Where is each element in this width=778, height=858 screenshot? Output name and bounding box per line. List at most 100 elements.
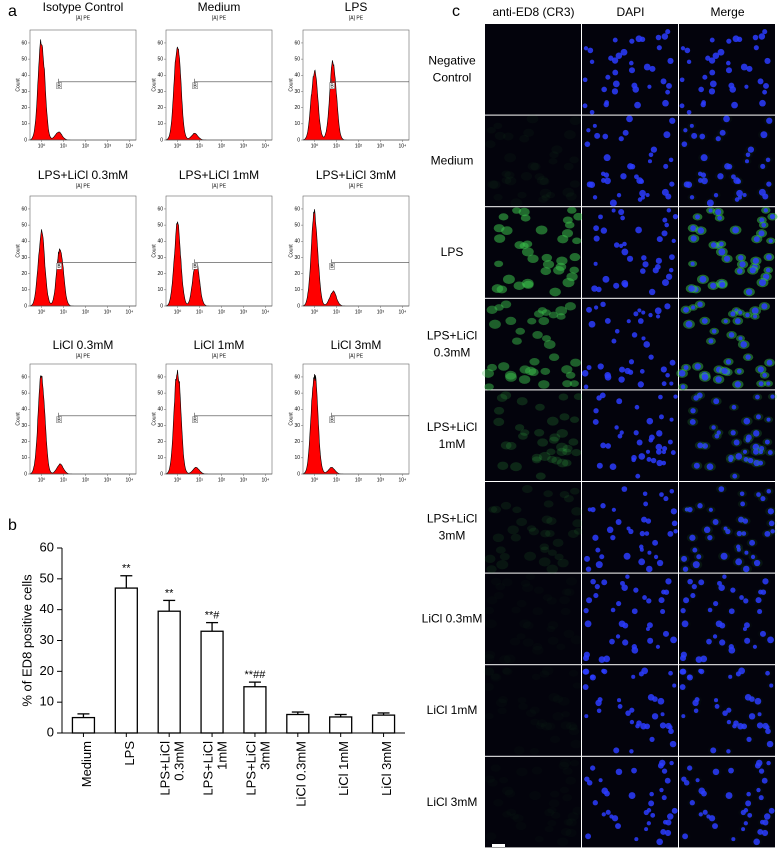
cell-ed8	[489, 319, 501, 329]
x-tick-label: LPS+LiCl	[158, 741, 173, 796]
cell-ed8	[498, 213, 509, 221]
nucleus	[663, 496, 669, 502]
nucleus	[667, 530, 674, 537]
nucleus	[710, 282, 717, 289]
nucleus	[648, 288, 656, 296]
cell-ed8	[546, 191, 556, 199]
nucleus	[755, 394, 760, 400]
cell-ed8	[569, 253, 581, 262]
nucleus	[713, 398, 720, 405]
nucleus	[661, 33, 669, 40]
flow-title: LiCl 3mM	[331, 338, 382, 352]
nucleus	[662, 445, 668, 452]
nucleus	[664, 777, 671, 784]
nucleus	[595, 699, 602, 707]
cell-ed8	[543, 500, 554, 508]
nucleus	[767, 508, 774, 515]
gate-box	[329, 82, 335, 89]
image-background	[485, 756, 581, 848]
nucleus	[620, 173, 627, 180]
panel-label: a	[8, 3, 17, 20]
nucleus	[720, 552, 728, 560]
x-tick-label: 10³	[240, 309, 248, 315]
micrograph	[485, 756, 583, 848]
nucleus	[669, 254, 675, 260]
nucleus	[650, 146, 658, 153]
nucleus	[703, 526, 711, 534]
y-tick-label: 50	[21, 56, 27, 62]
nucleus	[611, 815, 619, 822]
nucleus	[753, 459, 760, 467]
nucleus	[614, 425, 619, 430]
row-label: LiCl 3mM	[427, 795, 478, 809]
nucleus	[660, 78, 667, 85]
x-tick-label: 10¹	[333, 477, 341, 483]
y-tick-label: 0	[160, 137, 163, 143]
cell-ed8	[572, 807, 583, 815]
nucleus	[756, 414, 761, 420]
cell-ed8	[516, 397, 528, 406]
nucleus	[747, 812, 753, 818]
nucleus	[689, 123, 694, 128]
nucleus	[707, 534, 713, 541]
y-tick-label: 0	[47, 724, 54, 739]
nucleus	[594, 584, 600, 590]
x-tick-label: 10¹	[60, 143, 68, 149]
flow-y-label: Count	[15, 412, 21, 426]
cell-ed8	[549, 151, 559, 159]
nucleus	[656, 448, 662, 455]
nucleus	[600, 442, 607, 449]
nucleus	[599, 554, 605, 560]
y-tick-label: 0	[297, 303, 300, 309]
nucleus	[694, 363, 701, 370]
nucleus	[708, 338, 714, 344]
column-header: Merge	[710, 5, 744, 19]
nucleus	[659, 722, 667, 729]
cell-ed8	[534, 173, 545, 181]
bar	[329, 716, 353, 734]
cell-ed8	[500, 300, 512, 309]
nucleus	[629, 60, 634, 66]
nucleus	[693, 708, 699, 714]
cell-ed8	[572, 237, 582, 245]
nucleus	[770, 529, 775, 534]
nucleus	[669, 181, 675, 187]
nucleus	[690, 225, 697, 232]
nucleus	[611, 208, 616, 213]
cell-ed8	[515, 327, 526, 335]
nucleus	[758, 449, 764, 455]
nucleus	[598, 656, 606, 663]
nucleus	[648, 354, 654, 360]
nucleus	[639, 189, 646, 197]
nucleus	[686, 59, 692, 65]
nucleus	[671, 807, 678, 814]
nucleus	[715, 136, 721, 142]
micrograph	[676, 298, 775, 391]
nucleus	[695, 214, 700, 220]
flow-x-label: [A] PE	[76, 353, 91, 359]
y-tick-label: 40	[294, 73, 300, 79]
x-tick-label: 1mM	[215, 741, 230, 770]
nucleus	[656, 45, 662, 51]
nucleus	[726, 38, 732, 44]
cell-ed8	[493, 122, 503, 130]
cell-ed8	[570, 487, 580, 495]
nucleus	[728, 646, 736, 654]
nucleus	[749, 539, 756, 546]
cell-ed8	[484, 667, 495, 675]
nucleus	[752, 314, 758, 319]
nucleus	[725, 359, 732, 365]
nucleus	[756, 492, 761, 497]
cell-ed8	[559, 490, 570, 499]
gate-label: B	[193, 264, 197, 270]
cell-ed8	[529, 791, 541, 800]
nucleus	[766, 181, 772, 187]
cell-ed8	[498, 362, 510, 371]
nucleus	[760, 589, 767, 595]
nucleus	[657, 762, 664, 769]
plot-frame	[302, 195, 410, 307]
nucleus	[660, 608, 666, 615]
nucleus	[712, 52, 720, 59]
cell-ed8	[540, 546, 550, 553]
nucleus	[606, 526, 614, 534]
